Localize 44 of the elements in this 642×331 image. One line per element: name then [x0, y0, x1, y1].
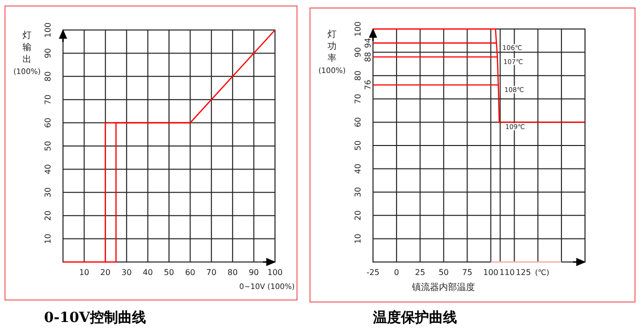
x-tick-label: 20 [100, 268, 110, 277]
annotation: 76 [364, 80, 372, 90]
x-tick-label: 110 [499, 268, 515, 277]
y-tick-label: 50 [44, 140, 52, 152]
y-tick-label: 70 [354, 94, 362, 104]
x-tick-label: 100 [483, 268, 498, 277]
y-tick-label: 60 [354, 117, 362, 128]
y-tick-label: 80 [44, 71, 52, 82]
y-tick-label: 100 [354, 21, 362, 37]
y-tick-label: 40 [354, 164, 362, 174]
x-tick-label: 25 [415, 268, 426, 277]
y-tick-label: 30 [44, 187, 52, 198]
y-tick-label: 90 [354, 47, 362, 58]
y-tick-label: 30 [354, 187, 362, 198]
y-tick-label: 90 [44, 48, 52, 58]
x-tick-label: 90 [248, 268, 259, 277]
x-tick-label: 100 [267, 268, 283, 277]
text: 温度保护曲线 [372, 309, 457, 326]
y-tick-label: 40 [44, 164, 52, 174]
x-axis-title: 镇流器内部温度 [411, 282, 476, 293]
x-tick-label: 50 [438, 268, 449, 277]
x-tick-label: 50 [164, 268, 174, 277]
x-tick-label: 10 [79, 268, 90, 277]
x-tick-label: -25 [366, 268, 380, 277]
y-tick-label: 20 [44, 210, 52, 221]
x-tick-label: 0 [394, 268, 400, 277]
y-tick-label: 50 [354, 140, 362, 151]
y-tick-label: 100 [44, 22, 52, 38]
y-tick-label: 20 [354, 210, 362, 220]
y-tick-label: 10 [44, 234, 52, 244]
x-tick-label: 125 [516, 268, 531, 277]
x-tick-label: 70 [206, 268, 216, 277]
x-tick-label: 40 [142, 268, 153, 277]
y-tick-label: 80 [354, 70, 362, 81]
y-tick-label: 10 [354, 234, 362, 244]
x-tick-label: 30 [122, 268, 132, 277]
annotation: 88 [364, 52, 372, 62]
text: 0-10V控制曲线 [44, 310, 146, 326]
x-tick-label: 75 [462, 268, 472, 277]
y-tick-label: 60 [44, 118, 52, 128]
x-tick-label: 80 [228, 268, 238, 277]
x-tick-label: 60 [185, 268, 196, 277]
y-tick-label: 70 [44, 94, 52, 105]
annotation: 94 [364, 38, 372, 48]
